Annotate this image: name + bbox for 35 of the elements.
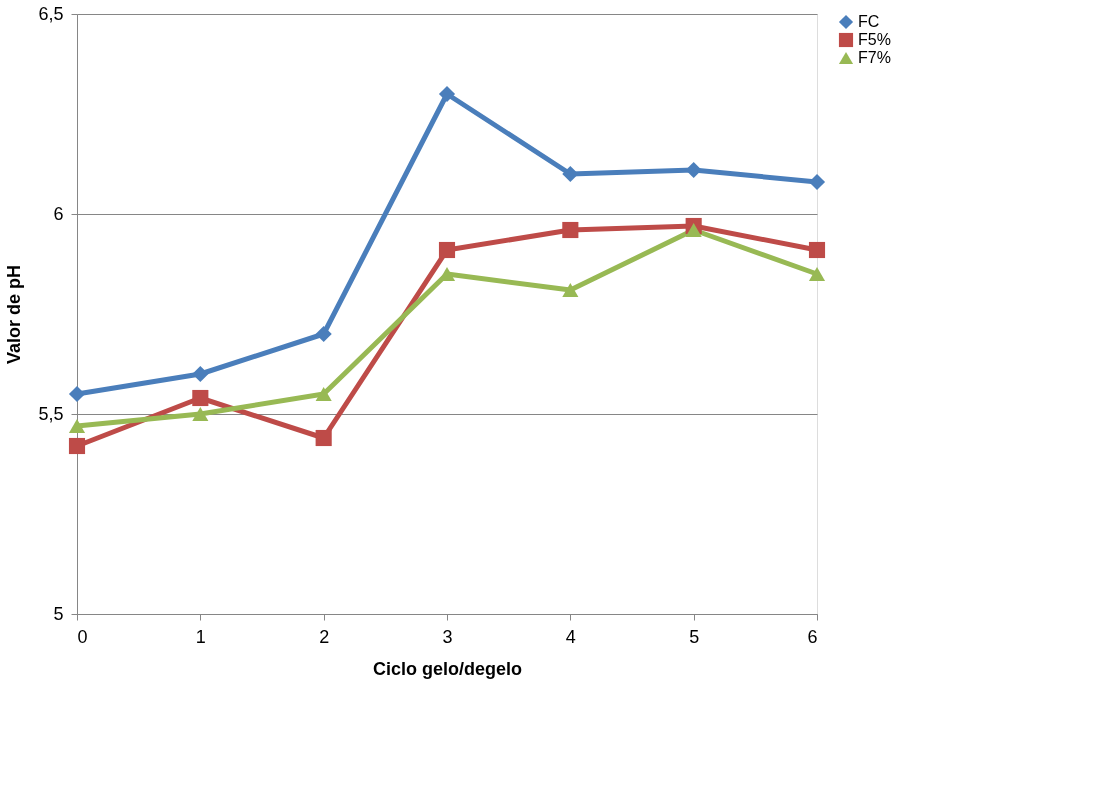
point (685, 223, 702, 237)
point (808, 267, 826, 281)
point (808, 241, 826, 259)
x-tick-label: 3 (442, 626, 453, 647)
x-tick-label: 1 (195, 626, 206, 647)
legend-label: FC (858, 13, 880, 30)
x-tick-label: 4 (565, 626, 576, 647)
x-axis-title: Ciclo gelo/degelo (372, 658, 523, 679)
point (438, 241, 456, 259)
point (68, 385, 86, 403)
y-tick-label: 5,5 (38, 403, 64, 424)
x-tick-label: 6 (807, 626, 818, 647)
point (192, 407, 209, 421)
point (438, 85, 456, 103)
y-tick-label: 6,5 (38, 3, 64, 24)
x-tick-label: 2 (319, 626, 330, 647)
point (685, 161, 702, 179)
legend-label: F5% (858, 31, 891, 48)
y-axis-title: Valor de pH (4, 264, 25, 365)
point (562, 283, 579, 297)
point (562, 165, 579, 183)
y-tick-label: 5 (53, 603, 64, 624)
point (315, 325, 332, 343)
y-tick-label: 6 (53, 203, 64, 224)
point (315, 429, 332, 447)
point (808, 173, 826, 191)
point (562, 221, 579, 239)
x-tick-label: 5 (689, 626, 700, 647)
point (68, 437, 86, 455)
point (315, 387, 332, 401)
legend-label: F7% (858, 49, 891, 66)
point (192, 365, 209, 383)
x-tick-label: 0 (77, 626, 88, 647)
point (192, 389, 209, 407)
point (68, 419, 86, 433)
